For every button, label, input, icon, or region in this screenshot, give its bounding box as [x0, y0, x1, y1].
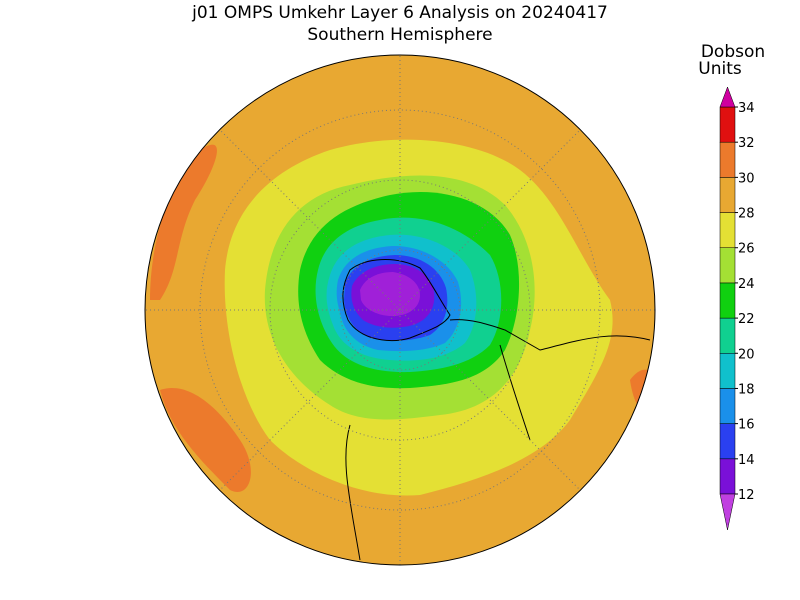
- colorbar-segment: [719, 212, 736, 248]
- colorbar-tick-label: 34: [738, 101, 755, 116]
- colorbar-segment: [719, 106, 736, 143]
- title: j01 OMPS Umkehr Layer 6 Analysis on 2024…: [191, 3, 608, 23]
- colorbar-segment: [719, 458, 736, 495]
- colorbar-segment: [719, 388, 736, 424]
- colorbar-tick-label: 14: [738, 453, 755, 468]
- colorbar-under: [719, 493, 736, 531]
- colorbar-tick-label: 16: [738, 418, 755, 433]
- subtitle: Southern Hemisphere: [307, 25, 492, 45]
- colorbar-segment: [719, 353, 736, 389]
- colorbar-segment: [719, 247, 736, 284]
- map: [144, 54, 656, 566]
- colorbar-segment: [719, 141, 736, 178]
- colorbar-tick-label: 30: [738, 171, 755, 186]
- colorbar: 12 14 16 18 20 22 24 26 28 30 32 34: [719, 86, 755, 531]
- colorbar-tick-label: 26: [738, 242, 755, 257]
- colorbar-tick-label: 22: [738, 312, 755, 327]
- colorbar-label: Dobson: [701, 42, 765, 62]
- colorbar-tick-label: 32: [738, 136, 755, 151]
- colorbar-tick-label: 28: [738, 207, 755, 222]
- colorbar-tick-label: 12: [738, 488, 755, 503]
- colorbar-segment: [719, 282, 736, 319]
- colorbar-label: Units: [698, 59, 742, 79]
- colorbar-tick-label: 24: [738, 277, 755, 292]
- colorbar-over: [719, 86, 736, 108]
- colorbar-tick-label: 20: [738, 347, 755, 362]
- colorbar-tick-label: 18: [738, 382, 755, 397]
- colorbar-segment: [719, 423, 736, 460]
- colorbar-segment: [719, 177, 736, 213]
- colorbar-segment: [719, 317, 736, 354]
